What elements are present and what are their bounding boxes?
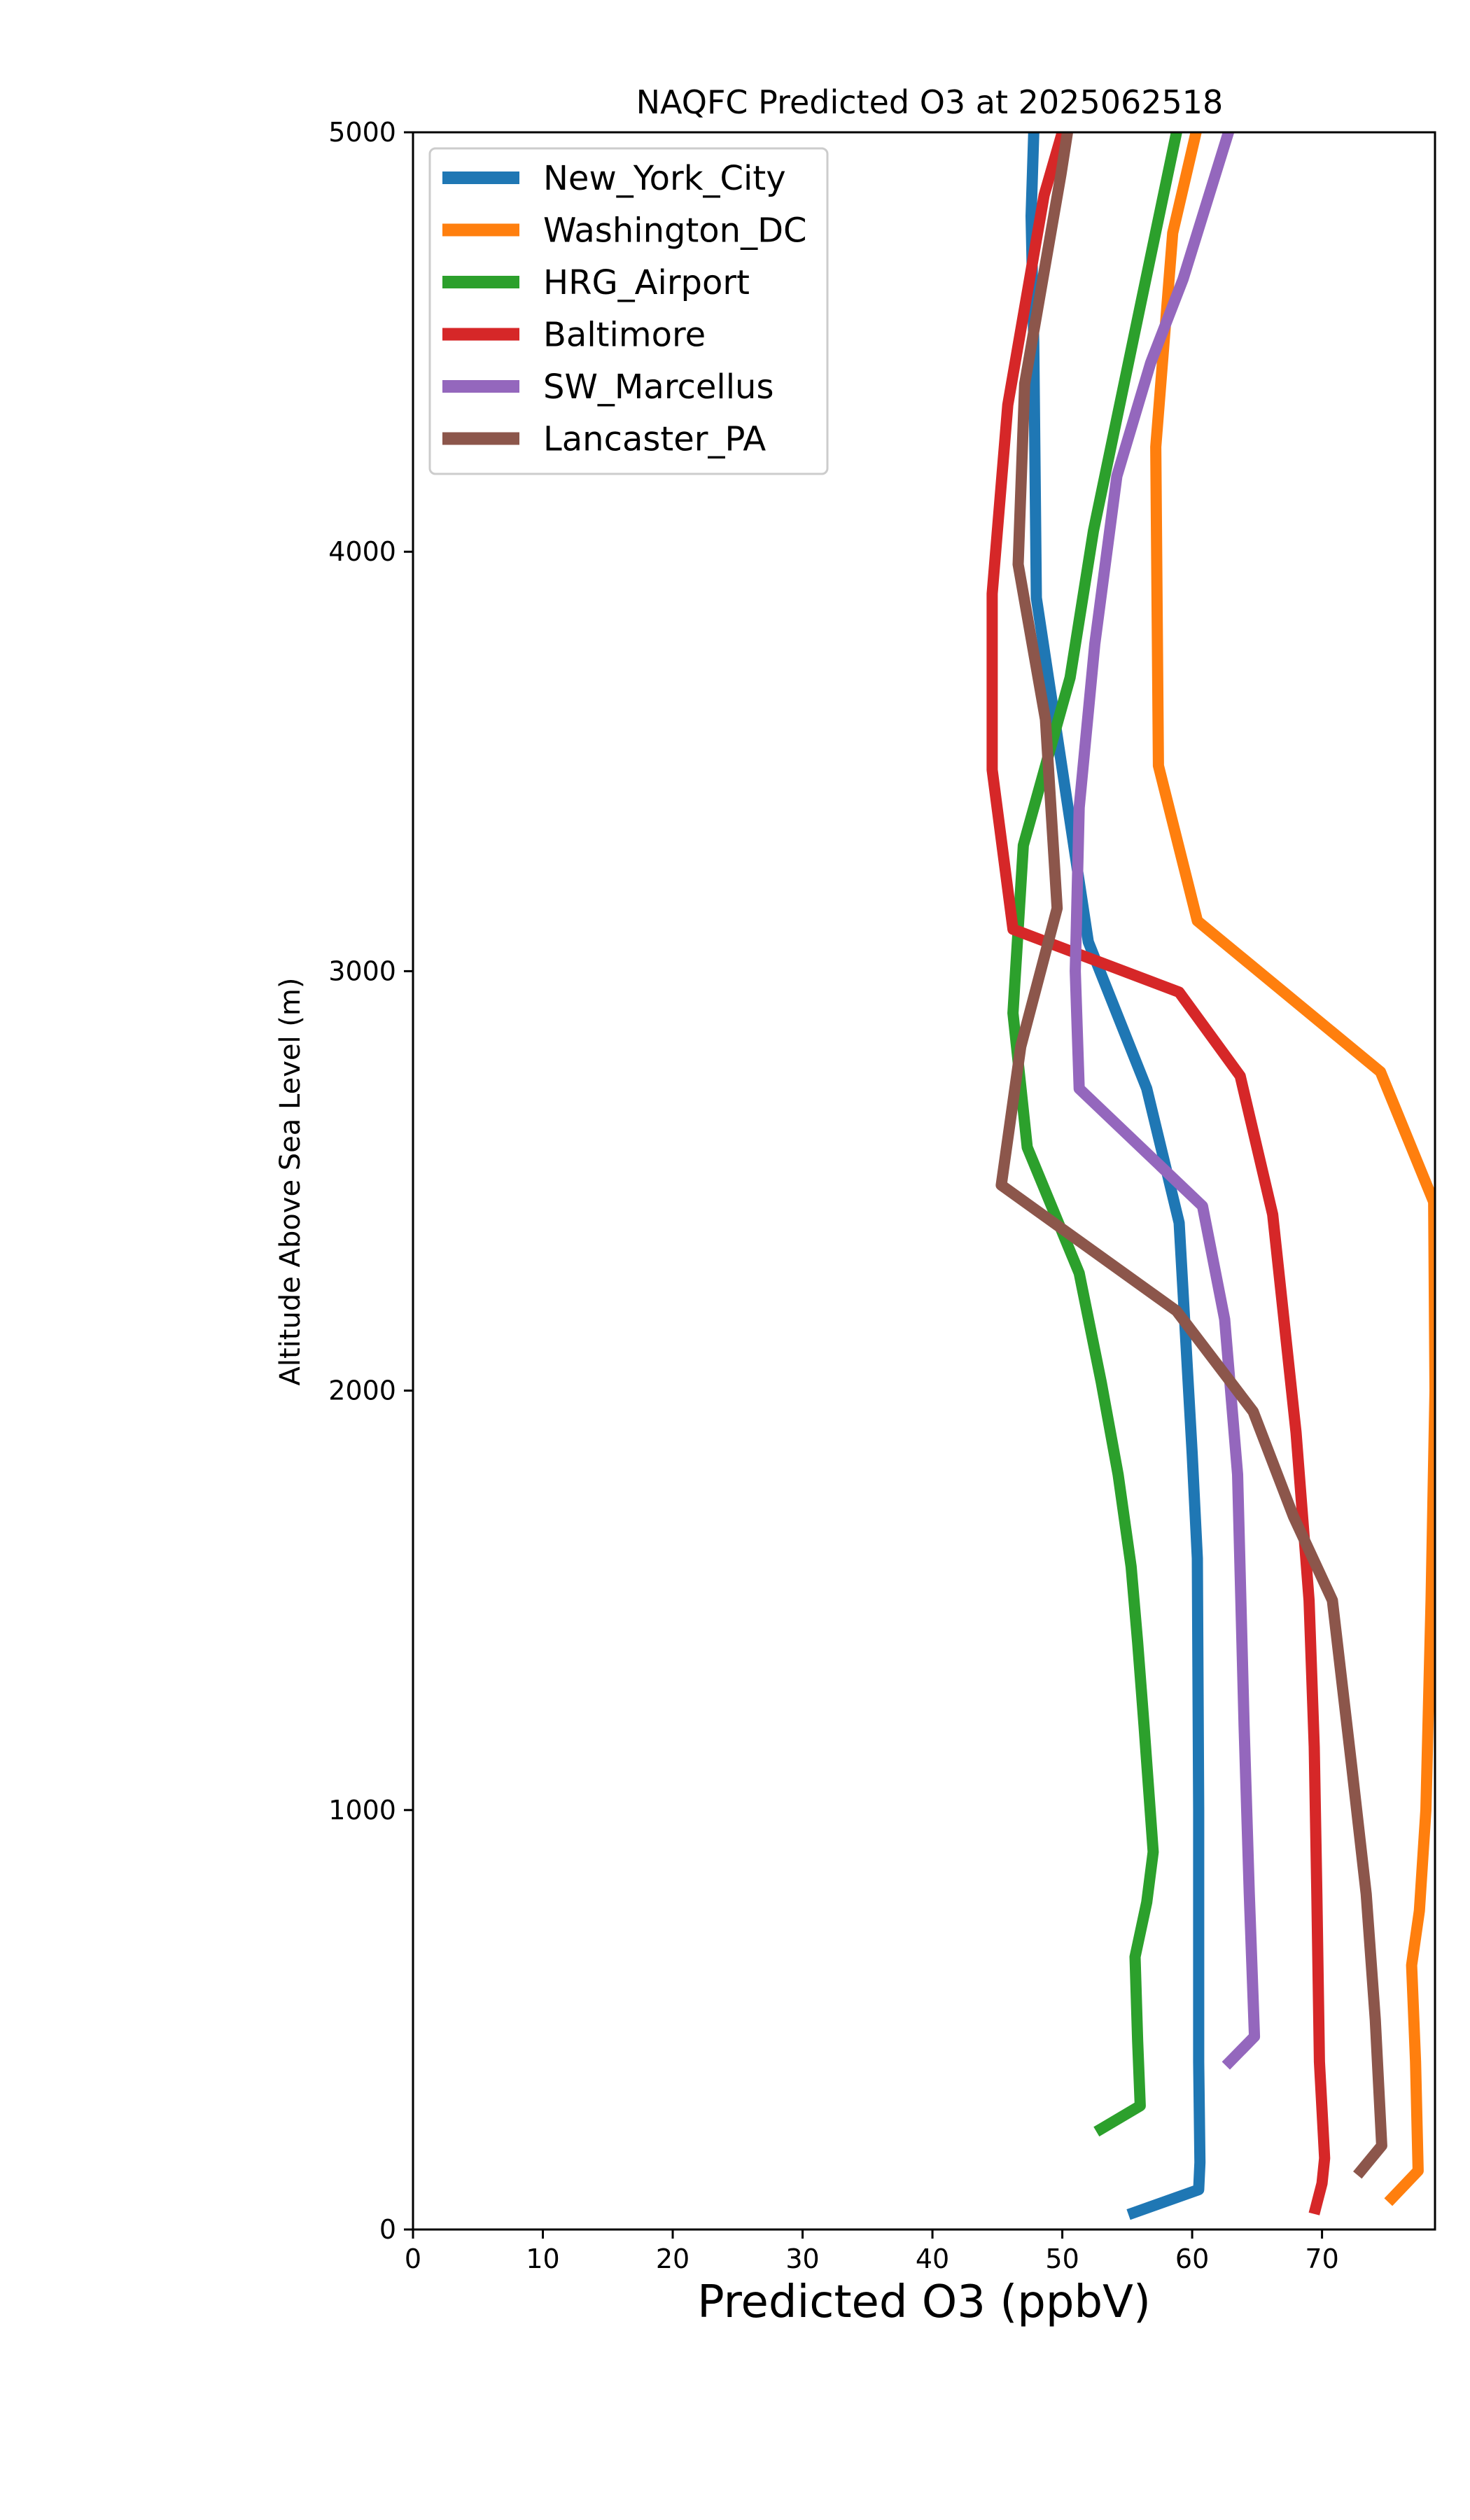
y-tick-label: 5000	[328, 117, 396, 148]
series-line-washington-dc	[1150, 132, 1435, 2206]
x-tick-label: 60	[1175, 2244, 1209, 2274]
series-line-hrg-airport	[1007, 132, 1182, 2137]
chart-title: NAQFC Predicted O3 at 2025062518	[636, 83, 1224, 121]
series-layer	[986, 132, 1435, 2220]
series-line-new-york-city	[1026, 132, 1206, 2220]
legend-label: New_York_City	[543, 159, 786, 198]
series-line-lancaster-pa	[995, 132, 1387, 2179]
y-tick-label: 1000	[328, 1795, 396, 1826]
x-tick-label: 20	[656, 2244, 690, 2274]
y-tick-label: 3000	[328, 955, 396, 986]
y-tick-label: 2000	[328, 1376, 396, 1406]
x-tick-label: 0	[405, 2244, 421, 2274]
legend-frame	[428, 147, 829, 475]
plot-area	[986, 132, 1435, 2220]
legend: New_York_City Washington_DC HRG_Airport Bal…	[428, 147, 829, 475]
legend-label: Lancaster_PA	[543, 420, 766, 459]
y-tick-label: 4000	[328, 536, 396, 567]
y-axis-label: Altitude Above Sea Level (m)	[274, 978, 307, 1386]
legend-label: SW_Marcellus	[543, 368, 774, 407]
legend-label: Baltimore	[543, 316, 706, 355]
y-tick-label: 0	[379, 2214, 396, 2245]
axes-layer: 0 10 20 30 40 50 60 70 0 1000 2000 3000 4000 5000	[328, 117, 1436, 2274]
x-axis-label: Predicted O3 (ppbV)	[697, 2276, 1151, 2328]
x-tick-label: 30	[785, 2244, 819, 2274]
legend-label: Washington_DC	[543, 211, 807, 251]
x-tick-label: 70	[1305, 2244, 1338, 2274]
series-line-baltimore	[986, 132, 1331, 2216]
x-tick-label: 40	[916, 2244, 949, 2274]
legend-label: HRG_Airport	[543, 263, 750, 302]
x-tick-label: 50	[1045, 2244, 1079, 2274]
series-line-sw-marcellus	[1070, 132, 1261, 2070]
x-tick-label: 10	[526, 2244, 559, 2274]
plot-frame	[412, 131, 1436, 2231]
